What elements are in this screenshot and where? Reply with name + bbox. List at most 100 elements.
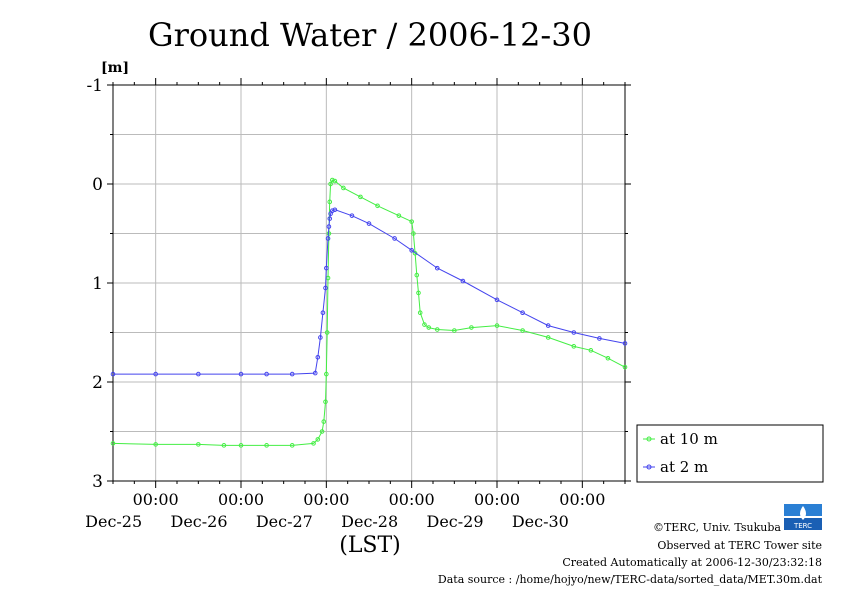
x-tick-date-label: Dec-28 [341, 512, 398, 531]
terc-logo: TERC [784, 504, 822, 530]
data-point [324, 371, 329, 377]
x-axis-label: (LST) [339, 533, 401, 558]
data-point [324, 330, 330, 335]
data-point [422, 322, 427, 327]
x-tick-date-label: Dec-25 [85, 512, 142, 531]
data-point [264, 443, 269, 448]
x-tick-date-label: Dec-26 [170, 512, 227, 531]
footer-created: Created Automatically at 2006-12-30/23:3… [562, 556, 822, 569]
data-point [349, 213, 355, 218]
series-1 [110, 207, 628, 377]
series-0 [110, 177, 628, 448]
data-point [327, 199, 333, 205]
data-point [358, 194, 363, 200]
data-point [153, 371, 158, 377]
data-point [416, 290, 421, 296]
data-point [434, 327, 440, 332]
series-line [112, 179, 626, 446]
axes: -1 0 1 2 3 00:00 Dec-25 00:00 Dec-26 00:00 Dec-27 0… [85, 76, 631, 531]
data-point [330, 177, 335, 183]
data-point [264, 371, 269, 377]
data-point [411, 231, 416, 236]
data-point [110, 441, 116, 446]
chart-title: Ground Water / 2006-12-30 [148, 16, 592, 54]
data-point [238, 371, 244, 377]
data-point [414, 272, 420, 278]
data-point [318, 335, 323, 340]
data-point [571, 344, 577, 349]
data-point [588, 348, 594, 353]
data-point [330, 208, 335, 214]
data-point [392, 236, 397, 241]
data-point [622, 341, 628, 346]
data-point [321, 419, 327, 424]
y-axis-unit: [m] [101, 60, 129, 76]
x-tick-time-label: 00:00 [389, 490, 435, 509]
data-point [426, 325, 432, 330]
legend-label: at 10 m [660, 430, 718, 448]
data-point [417, 310, 423, 316]
data-point [325, 236, 331, 241]
x-tick-date-label: Dec-29 [426, 512, 483, 531]
data-point [289, 371, 295, 377]
x-tick-time-label: 00:00 [559, 490, 605, 509]
data-point [312, 370, 318, 376]
footer-copyright: ©TERC, Univ. Tsukuba [653, 521, 781, 534]
data-point [622, 364, 628, 370]
data-point [520, 328, 525, 333]
data-point [434, 265, 440, 271]
data-point [409, 219, 414, 224]
data-point [196, 442, 201, 447]
terc-logo-text: TERC [793, 522, 812, 530]
data-point [221, 443, 227, 448]
data-point [452, 328, 457, 333]
footer-source: Data source : /home/hojyo/new/TERC-data/… [438, 573, 823, 586]
terc-logo-tile-bottom [784, 518, 822, 530]
legend-box [636, 424, 824, 483]
data-point [469, 325, 474, 330]
data-point [323, 399, 328, 405]
data-point [545, 323, 551, 328]
x-tick-time-label: 00:00 [474, 490, 520, 509]
data-point [311, 441, 316, 446]
legend-swatch-marker [646, 436, 652, 442]
data-point [315, 354, 321, 360]
data-point [494, 323, 500, 328]
x-tick-time-label: 00:00 [133, 490, 179, 509]
water-drop-icon [800, 506, 806, 520]
y-tick-label: 1 [92, 274, 103, 294]
data-point [396, 213, 402, 218]
data-point [319, 429, 325, 434]
x-tick-date-label: Dec-30 [512, 512, 569, 531]
data-point [326, 224, 332, 229]
data-point [196, 371, 201, 377]
data-point [460, 278, 466, 284]
y-tick-label: 2 [92, 373, 103, 393]
y-tick-label: -1 [86, 76, 103, 96]
data-point [494, 297, 500, 303]
x-tick-time-label: 00:00 [218, 490, 264, 509]
data-point [238, 443, 244, 448]
data-point [324, 265, 329, 271]
x-tick-date-label: Dec-27 [256, 512, 313, 531]
data-point [520, 310, 525, 316]
series-line [113, 209, 626, 375]
data-point [341, 185, 346, 191]
data-series [110, 177, 628, 448]
footer-observed: Observed at TERC Tower site [657, 539, 822, 552]
data-point [597, 336, 602, 341]
y-tick-label: 3 [92, 472, 103, 492]
data-point [332, 207, 338, 213]
data-point [315, 437, 321, 442]
data-point [545, 335, 551, 340]
y-tick-label: 0 [92, 175, 103, 195]
x-tick-time-label: 00:00 [303, 490, 349, 509]
data-point [327, 216, 333, 221]
data-point [153, 442, 158, 447]
data-point [409, 248, 414, 253]
legend-label: at 2 m [660, 458, 708, 476]
data-point [605, 355, 611, 361]
legend-swatch-marker [646, 464, 652, 470]
grid-lines [113, 84, 625, 482]
data-point [571, 330, 577, 335]
